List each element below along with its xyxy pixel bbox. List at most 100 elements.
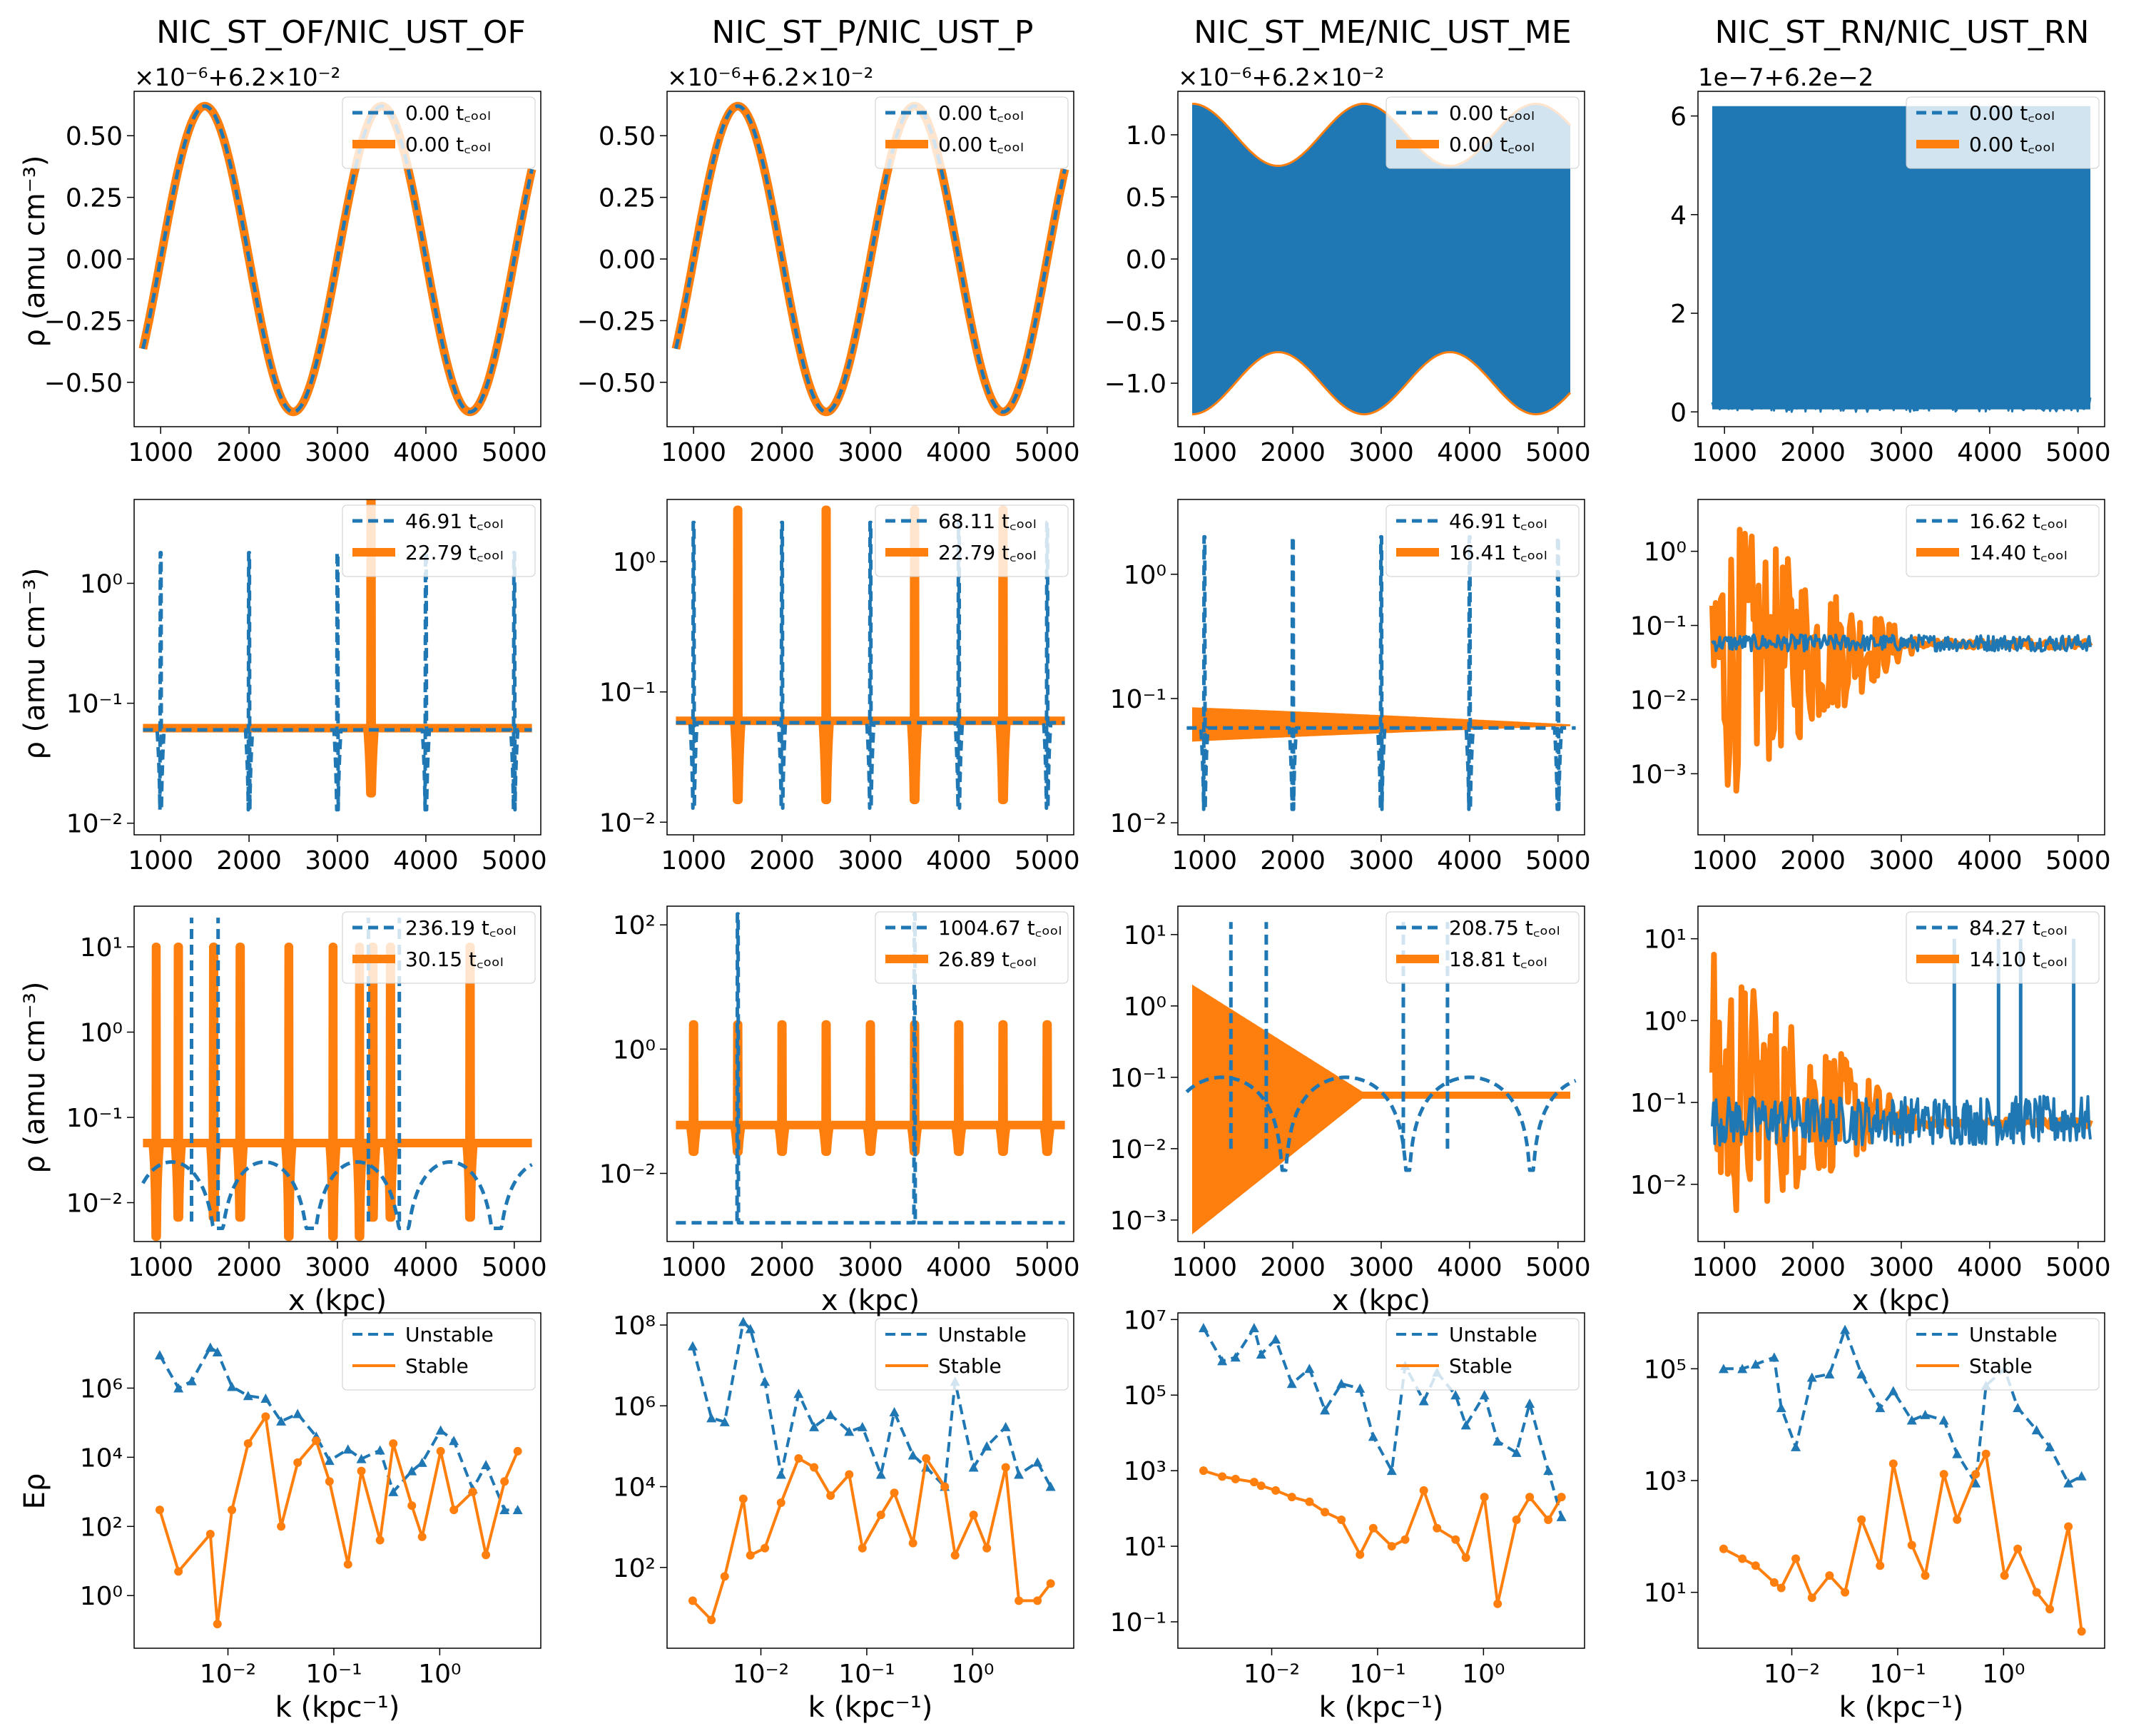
stable-marker (407, 1501, 417, 1511)
stable-marker (1271, 1486, 1281, 1495)
stable-marker (1451, 1535, 1460, 1544)
x-tick-label: 2000 (1780, 1253, 1846, 1282)
stable-marker (155, 1506, 164, 1515)
unstable-marker (1493, 1436, 1503, 1446)
x-tick-label: 5000 (2045, 1253, 2111, 1282)
y-tick-label: −0.25 (44, 307, 123, 336)
unstable-marker (968, 1462, 979, 1472)
x-tick-label: 5000 (482, 438, 547, 467)
legend-stable-label: 16.41 t꜀ₒₒₗ (1449, 541, 1547, 564)
y-tick-label: −0.50 (44, 369, 123, 398)
legend-box (342, 1318, 536, 1391)
y-tick-label: 10⁰ (613, 548, 656, 577)
legend-stable-label: 22.79 t꜀ₒₒₗ (938, 541, 1037, 564)
y-tick-label: 10¹ (80, 933, 123, 963)
y-tick-label: 10⁴ (80, 1443, 123, 1473)
y-tick-label: 10⁶ (613, 1392, 656, 1421)
stable-marker (810, 1463, 819, 1472)
unstable-marker (1256, 1349, 1266, 1359)
stable-marker (2013, 1544, 2023, 1553)
stable-marker (325, 1477, 334, 1486)
x-tick-label: 5000 (1525, 846, 1591, 875)
stable-marker (174, 1567, 183, 1576)
column-titles: NIC_ST_OF/NIC_UST_OF NIC_ST_P/NIC_UST_P … (156, 14, 2089, 51)
subplot-r1-c4: 1000 2000 3000 4000 5000 0 2 4 6 1e−7+6.2e−2 0.00 … (1670, 64, 2111, 467)
subplot-r4-c4: 10⁻² 10⁻¹ 10⁰ 10¹ 10³ 10⁵ k (kpc⁻¹) Unstable Sta… (1644, 1312, 2105, 1724)
x-tick-label: 2000 (1260, 1253, 1326, 1282)
stable-marker (375, 1535, 385, 1545)
stable-spectrum (691, 1456, 1052, 1622)
x-tick-label: 10⁻¹ (305, 1660, 362, 1689)
legend-box (1906, 504, 2100, 577)
plot-area (138, 101, 537, 417)
ylabel-row-2: ρ (amu cm⁻³) (19, 568, 51, 760)
stable-marker (707, 1615, 716, 1625)
legend-unstable-label: 236.19 t꜀ₒₒₗ (405, 916, 516, 940)
plot-area (687, 1316, 1056, 1625)
y-tick-label: −1.0 (1104, 370, 1166, 399)
x-tick-label: 10⁰ (418, 1660, 461, 1689)
y-tick-label: 10⁻¹ (1630, 612, 1687, 641)
y-tick-label: 10¹ (1644, 1579, 1687, 1608)
x-tick-label: 10⁻² (1764, 1660, 1820, 1689)
x-tick-label: 10⁻¹ (838, 1660, 895, 1689)
stable-marker (513, 1446, 522, 1456)
stable-marker (1321, 1508, 1330, 1517)
y-tick-label: 10⁶ (80, 1374, 123, 1403)
legend-unstable-label: 0.00 t꜀ₒₒₗ (405, 101, 491, 125)
stable-marker (1953, 1515, 1962, 1524)
unstable-marker (243, 1391, 253, 1401)
y-tick-label: 10⁰ (613, 1035, 656, 1065)
plot-area (671, 912, 1069, 1225)
y-tick-label: 10⁻² (1630, 686, 1687, 715)
stable-marker (228, 1506, 237, 1515)
unstable-marker (173, 1383, 184, 1393)
stable-marker (1387, 1542, 1396, 1551)
stable-marker (940, 1482, 950, 1491)
x-tick-label: 1000 (661, 846, 726, 875)
legend-stable-label: Stable (938, 1354, 1002, 1378)
unstable-marker (1014, 1469, 1024, 1479)
y-tick-label: 10⁰ (1644, 1007, 1687, 1036)
legend-unstable-label: Unstable (1969, 1323, 2058, 1346)
unstable-marker (499, 1505, 510, 1515)
unstable-marker (825, 1409, 836, 1419)
stable-marker (468, 1487, 477, 1496)
stable-marker (1769, 1578, 1779, 1587)
stable-marker (312, 1436, 321, 1446)
legend-unstable-label: 84.27 t꜀ₒₒₗ (1969, 916, 2068, 940)
stable-marker (1356, 1550, 1365, 1559)
legend-box (875, 1318, 1069, 1391)
legend: Unstable Stable (1385, 1318, 1580, 1391)
x-tick-label: 2000 (749, 846, 815, 875)
x-tick-label: 1000 (1171, 846, 1237, 875)
legend-box (1385, 911, 1580, 984)
y-tick-label: 10⁻² (66, 1189, 123, 1219)
unstable-noise (1711, 633, 2092, 653)
y-tick-label: 10⁻¹ (599, 679, 656, 708)
unstable-marker (1320, 1405, 1331, 1415)
x-tick-label: 2000 (1260, 846, 1326, 875)
unstable-marker (1938, 1415, 1949, 1425)
y-tick-label: 10⁻³ (1630, 760, 1687, 789)
stable-marker (1419, 1486, 1428, 1495)
stable-marker (1218, 1472, 1227, 1481)
legend-unstable-label: 0.00 t꜀ₒₒₗ (938, 101, 1024, 125)
stable-marker (1512, 1516, 1521, 1525)
stable-marker (1557, 1493, 1566, 1502)
legend-box (1906, 1318, 2100, 1391)
x-tick-label: 2000 (216, 1253, 282, 1282)
stable-marker (1857, 1515, 1866, 1524)
x-tick-label: 5000 (1015, 438, 1080, 467)
legend-stable-label: Stable (405, 1354, 469, 1378)
unstable-marker (417, 1457, 427, 1467)
unstable-line (674, 520, 1067, 811)
unstable-marker (2063, 1478, 2074, 1488)
unstable-marker (706, 1413, 717, 1423)
x-axis-label: k (kpc⁻¹) (1319, 1691, 1444, 1724)
unstable-marker (435, 1425, 446, 1435)
x-tick-label: 3000 (1868, 438, 1934, 467)
y-tick-label: 0.50 (599, 122, 656, 151)
unstable-marker (809, 1421, 820, 1431)
y-tick-label: 1.0 (1126, 121, 1166, 151)
